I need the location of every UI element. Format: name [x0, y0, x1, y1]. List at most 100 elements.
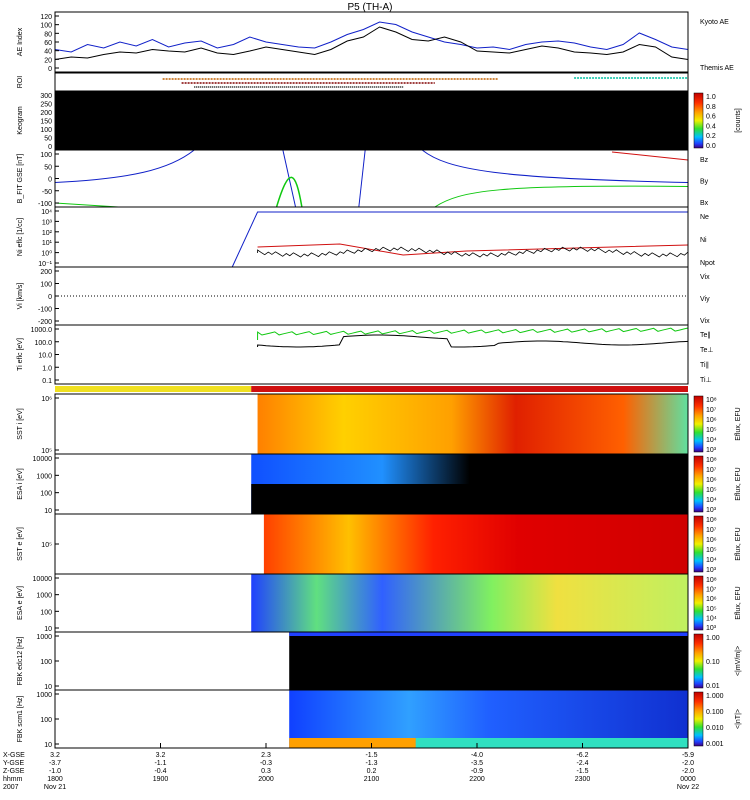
- fbk-e-topband: [289, 632, 688, 636]
- bfit-by-line: [434, 185, 689, 208]
- xaxis-value: -1.1: [154, 760, 166, 767]
- esa-i-background: [251, 484, 689, 514]
- keogram-colorbar-label: [counts]: [735, 108, 742, 133]
- esa_i-colorbar: [693, 455, 704, 513]
- ni-npot-line: [231, 211, 688, 268]
- ti-legend-3: Ti⊥: [700, 377, 712, 384]
- ti-tick-label: 1.0: [42, 365, 52, 372]
- ae-tick-label: 0: [48, 66, 52, 73]
- ni-legend-0: Ne: [700, 214, 709, 221]
- esa_i-ylabel: ESA i [eV]: [17, 468, 24, 500]
- sst-e-spectrogram: [263, 514, 688, 574]
- ti-legend-1: Te⊥: [700, 347, 714, 354]
- ti-ti-par-line: [257, 327, 689, 341]
- xaxis-value: -1.5: [576, 768, 588, 775]
- roi-panel-frame: [54, 72, 689, 92]
- fbk_e-tick-label: 10: [44, 684, 52, 691]
- sst_e-ylabel: SST e [eV]: [17, 527, 24, 561]
- ti-tick-label: 0.1: [42, 378, 52, 385]
- keogram-tick-label: 300: [40, 93, 52, 100]
- ni-tick-label: 10⁴: [41, 209, 52, 216]
- fbk_b-colorbar-tick: 0.010: [706, 725, 724, 732]
- esa_e-colorbar-tick: 10³: [706, 625, 717, 632]
- fbk_b-colorbar-label: <|nT|>: [735, 709, 742, 729]
- fbk_b-tick-label: 100: [40, 717, 52, 724]
- xaxis-row-label: Z-GSE: [3, 768, 25, 775]
- esa_i-colorbar-tick: 10⁵: [706, 487, 717, 494]
- sst_e-colorbar-tick: 10⁷: [706, 527, 717, 534]
- vi-legend-0: Vix: [700, 274, 710, 281]
- bfit-bx-line: [358, 149, 366, 208]
- sst_e-colorbar-tick: 10³: [706, 567, 717, 574]
- ae-ylabel: AE Index: [17, 27, 24, 56]
- xaxis-value: 2100: [364, 776, 380, 783]
- esa_e-colorbar-tick: 10⁷: [706, 587, 717, 594]
- xaxis-value: -1.3: [365, 760, 377, 767]
- bfit-tick-label: 0: [48, 177, 52, 184]
- ti-tick-label: 10.0: [38, 353, 52, 360]
- bfit-by-line: [54, 202, 119, 208]
- fbk_e-colorbar-label: <|mV/m|>: [735, 646, 742, 676]
- xaxis-value: 3.2: [156, 752, 166, 759]
- ni-tick-label: 10²: [42, 230, 53, 237]
- keogram-colorbar-tick: 1.0: [706, 94, 716, 101]
- bfit-legend-2: Bx: [700, 200, 709, 207]
- xaxis-value: Nov 22: [677, 784, 699, 791]
- sst_i-tick-label: 10⁵: [41, 448, 52, 455]
- esa_e-colorbar-label: Eflux, EFU: [735, 586, 742, 619]
- fbk_e-colorbar-tick: 0.01: [706, 683, 720, 690]
- esa_e-colorbar: [693, 575, 704, 631]
- ae-tick-label: 80: [44, 31, 52, 38]
- fbk_b-ylabel: FBK scm1 [Hz]: [17, 696, 24, 743]
- fbk_e-colorbar-tick: 0.10: [706, 659, 720, 666]
- ti-tick-label: 1000.0: [31, 327, 53, 334]
- ti-panel-frame: [54, 324, 689, 385]
- sst_i-colorbar-tick: 10³: [706, 447, 717, 454]
- sst_i-colorbar-tick: 10⁵: [706, 427, 717, 434]
- xaxis-value: 0000: [680, 776, 696, 783]
- keogram-colorbar-tick: 0.6: [706, 114, 716, 121]
- fbk_e-tick-label: 1000: [36, 634, 52, 641]
- ae-tick-label: 100: [40, 23, 52, 30]
- vi-legend-2: Vix: [700, 318, 710, 325]
- keogram-colorbar-tick: 0.8: [706, 104, 716, 111]
- xaxis-row-label: 2007: [3, 784, 19, 791]
- bfit-tick-label: 100: [40, 152, 52, 159]
- keogram-tick-label: 100: [40, 127, 52, 134]
- ni-legend-2: Npot: [700, 260, 715, 267]
- sst_i-colorbar-tick: 10⁴: [706, 437, 717, 444]
- xaxis-value: -3.5: [471, 760, 483, 767]
- ae-legend-1: Themis AE: [700, 65, 734, 72]
- esa_i-colorbar-tick: 10⁸: [706, 457, 717, 464]
- xaxis-value: Nov 21: [44, 784, 66, 791]
- fbk-b-lowband: [415, 738, 688, 748]
- sst-i-spectrogram: [257, 394, 688, 454]
- ae-tick-label: 60: [44, 40, 52, 47]
- fbk_e-colorbar-tick: 1.00: [706, 635, 720, 642]
- vi-tick-label: 0: [48, 294, 52, 301]
- ni-tick-label: 10⁻¹: [38, 261, 52, 268]
- roi-ylabel: ROI: [17, 76, 24, 89]
- xaxis-row-label: X-GSE: [3, 752, 25, 759]
- xaxis-value: 1800: [47, 776, 63, 783]
- ae-series-themis: [54, 26, 689, 60]
- vi-tick-label: 200: [40, 269, 52, 276]
- esa_i-tick-label: 10000: [33, 456, 53, 463]
- sst_e-colorbar-tick: 10⁶: [706, 537, 717, 544]
- keogram-colorbar: [693, 92, 704, 149]
- sst_e-colorbar-label: Eflux, EFU: [735, 527, 742, 560]
- keogram-tick-label: 200: [40, 110, 52, 117]
- fbk_b-colorbar: [693, 691, 704, 747]
- fbk-e-spectrogram: [289, 632, 688, 690]
- sst_i-colorbar-tick: 10⁷: [706, 407, 717, 414]
- ti-te-par-line: [257, 334, 689, 348]
- xaxis-row-label: hhmm: [3, 776, 23, 783]
- fbk_b-tick-label: 1000: [36, 692, 52, 699]
- esa_i-tick-label: 100: [40, 491, 52, 498]
- ae-tick-label: 20: [44, 57, 52, 64]
- ni-panel-frame: [54, 206, 689, 268]
- bfit-tick-label: -50: [42, 189, 52, 196]
- fbk_b-colorbar-tick: 0.100: [706, 709, 724, 716]
